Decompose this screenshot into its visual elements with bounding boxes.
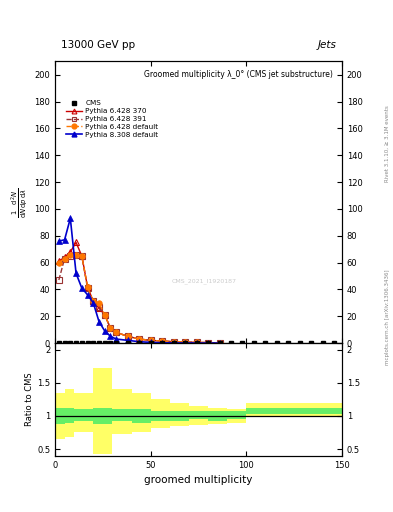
- Text: CMS_2021_I1920187: CMS_2021_I1920187: [172, 278, 237, 284]
- X-axis label: groomed multiplicity: groomed multiplicity: [144, 475, 253, 485]
- Y-axis label: $\frac{1}{\mathrm{d}N}\frac{\mathrm{d}^{2}N}{\mathrm{d}p\,\mathrm{d}\lambda}$: $\frac{1}{\mathrm{d}N}\frac{\mathrm{d}^{…: [10, 187, 30, 218]
- Y-axis label: Ratio to CMS: Ratio to CMS: [25, 373, 34, 426]
- Text: Jets: Jets: [317, 40, 336, 50]
- Text: mcplots.cern.ch [arXiv:1306.3436]: mcplots.cern.ch [arXiv:1306.3436]: [385, 270, 390, 365]
- Text: Groomed multiplicity λ_0° (CMS jet substructure): Groomed multiplicity λ_0° (CMS jet subst…: [145, 70, 333, 79]
- Text: 13000 GeV pp: 13000 GeV pp: [61, 40, 135, 50]
- Legend: CMS, Pythia 6.428 370, Pythia 6.428 391, Pythia 6.428 default, Pythia 8.308 defa: CMS, Pythia 6.428 370, Pythia 6.428 391,…: [64, 99, 160, 139]
- Text: Rivet 3.1.10, ≥ 3.1M events: Rivet 3.1.10, ≥ 3.1M events: [385, 105, 390, 182]
